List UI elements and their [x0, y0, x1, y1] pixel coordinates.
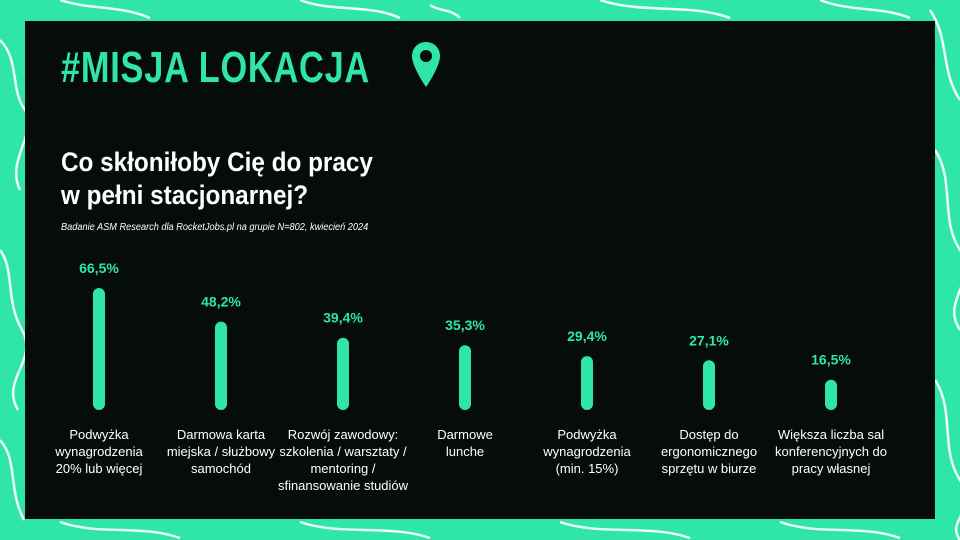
category-label-2: Darmowa karta miejska / służbowy samochód	[146, 426, 296, 477]
category-label-line: Podwyżka	[557, 427, 617, 442]
category-label-5: Podwyżka wynagrodzenia (min. 15%)	[512, 426, 662, 477]
category-label-1: Podwyżka wynagrodzenia 20% lub więcej	[24, 426, 174, 477]
category-label-4: Darmowe lunche	[390, 426, 540, 460]
category-label-line: wynagrodzenia	[543, 444, 631, 459]
chart-subtitle: Badanie ASM Research dla RocketJobs.pl n…	[61, 222, 369, 233]
bar-2	[215, 321, 227, 410]
category-label-line: Podwyżka	[69, 427, 129, 442]
bar-5	[581, 356, 593, 410]
value-label-5: 29,4%	[567, 328, 607, 344]
category-label-line: mentoring /	[310, 461, 376, 476]
value-label-3: 39,4%	[323, 310, 363, 326]
category-label-line: pracy własnej	[791, 461, 871, 476]
category-label-7: Większa liczba sal konferencyjnych do prac…	[756, 426, 906, 477]
value-label-6: 27,1%	[689, 332, 729, 348]
category-label-6: Dostęp do ergonomicznego sprzętu w biurze	[634, 426, 784, 477]
category-label-line: lunche	[445, 444, 485, 459]
title-line-2: w pełni stacjonarnej?	[61, 180, 309, 210]
category-label-line: Darmowa karta	[176, 427, 266, 442]
value-label-2: 48,2%	[201, 294, 241, 310]
bar-4	[459, 345, 471, 410]
bar-3	[337, 337, 349, 410]
bar-7	[825, 379, 837, 410]
value-label-1: 66,5%	[79, 260, 119, 276]
category-label-line: szkolenia / warsztaty /	[279, 444, 407, 459]
map-pin-icon	[411, 41, 441, 94]
title-line-1: Co skłoniłoby Cię do pracy	[61, 147, 373, 177]
brand-text: #MISJA LOKACJA	[61, 42, 371, 92]
category-label-3: Rozwój zawodowy: szkolenia / warsztaty / m…	[268, 426, 418, 494]
category-label-line: Większa liczba sal	[777, 427, 885, 442]
category-label-line: Rozwój zawodowy:	[287, 427, 399, 442]
bar-chart-svg: 66,5% 48,2% 39,4% 35,3% 29,4% 27,1% 16,5%	[79, 260, 851, 410]
main-panel: #MISJA LOKACJA Co skłoniłoby Cię do prac…	[25, 21, 935, 519]
brand-logo: #MISJA LOKACJA	[61, 41, 441, 94]
bar-6	[703, 360, 715, 410]
category-label-line: Darmowe	[437, 427, 493, 442]
bar-chart: 66,5% 48,2% 39,4% 35,3% 29,4% 27,1% 16,5% Podw…	[25, 21, 935, 519]
value-label-4: 35,3%	[445, 317, 485, 333]
category-label-line: ergonomicznego	[660, 444, 758, 459]
category-label-line: Dostęp do	[679, 427, 739, 442]
category-label-line: konferencyjnych do	[774, 444, 887, 459]
category-label-line: (min. 15%)	[555, 461, 619, 476]
category-label-line: wynagrodzenia	[55, 444, 143, 459]
category-label-line: samochód	[191, 461, 251, 476]
category-label-line: miejska / służbowy	[166, 444, 276, 459]
category-label-line: sfinansowanie studiów	[277, 478, 409, 493]
category-label-line: sprzętu w biurze	[661, 461, 757, 476]
value-label-7: 16,5%	[811, 352, 851, 368]
bar-1	[93, 288, 105, 410]
chart-title: Co skłoniłoby Cię do pracy w pełni stacj…	[61, 146, 529, 212]
category-label-line: 20% lub więcej	[55, 461, 143, 476]
